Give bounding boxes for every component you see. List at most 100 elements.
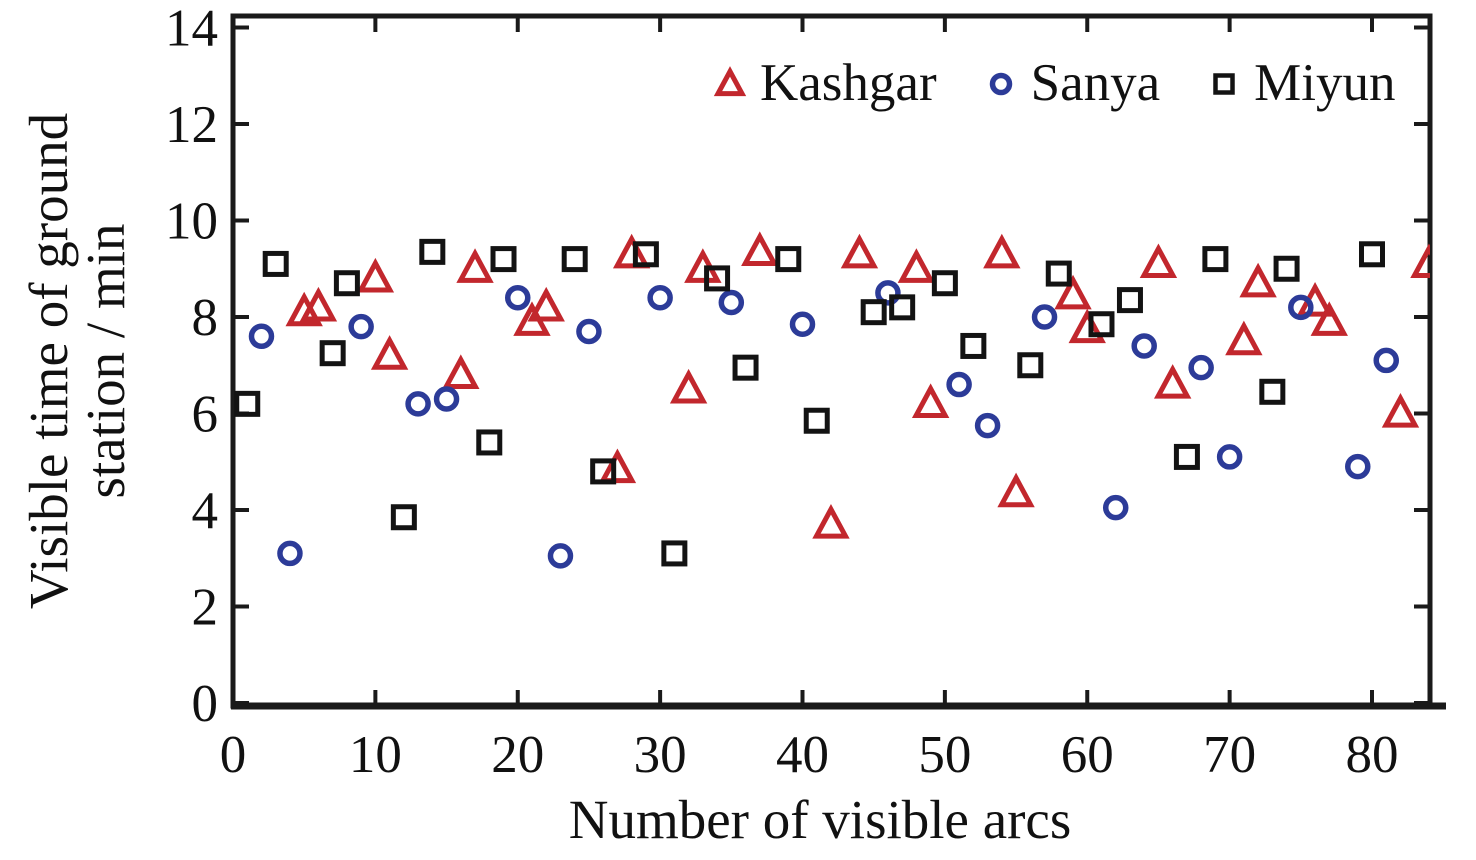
kashgar-marker	[741, 231, 779, 266]
kashgar-triangle-icon	[713, 66, 747, 97]
sanya-marker	[647, 284, 673, 311]
miyun-marker	[1259, 378, 1286, 405]
kashgar-marker	[1139, 243, 1178, 279]
kashgar-marker	[1068, 308, 1106, 344]
legend-item-sanya: Sanya	[983, 52, 1161, 114]
miyun-marker	[704, 265, 731, 292]
x-tick-label: 60	[1061, 726, 1114, 784]
miyun-marker	[803, 407, 830, 434]
sanya-marker	[1373, 347, 1399, 374]
kashgar-marker	[1410, 243, 1430, 279]
kashgar-marker	[669, 368, 708, 404]
series-kashgar	[285, 231, 1430, 539]
series-sanya	[248, 280, 1399, 569]
kashgar-marker	[612, 233, 651, 269]
x-tick-label: 80	[1346, 726, 1399, 784]
sanya-marker	[576, 318, 602, 345]
sanya-marker	[348, 313, 374, 340]
y-tick-label: 0	[192, 675, 219, 733]
miyun-marker	[561, 246, 588, 273]
y-tick-label: 6	[192, 386, 219, 444]
miyun-marker	[960, 332, 987, 359]
kashgar-marker	[1239, 262, 1277, 298]
y-tick-label: 12	[165, 96, 218, 154]
miyun-square-icon	[1213, 73, 1235, 95]
sanya-marker	[789, 311, 816, 337]
data-points	[234, 231, 1430, 569]
miyun-marker	[889, 294, 916, 321]
y-axis-title-line1: Visible time of ground	[18, 112, 79, 610]
y-axis-title: Visible time of ground station / min	[18, 16, 136, 706]
chart-legend: Kashgar Sanya Miyun	[712, 52, 1396, 114]
miyun-marker	[1173, 443, 1200, 470]
sanya-marker	[547, 543, 574, 569]
sanya-marker	[1288, 294, 1314, 321]
miyun-marker	[1088, 311, 1115, 338]
miyun-marker	[1017, 352, 1044, 379]
y-axis-title-line2: station / min	[75, 223, 136, 499]
sanya-marker	[1216, 444, 1243, 470]
miyun-marker	[1273, 255, 1300, 282]
x-axis-title: Number of visible arcs	[568, 789, 1072, 850]
miyun-marker	[632, 241, 659, 268]
kashgar-marker	[1225, 320, 1263, 356]
y-tick-label: 4	[192, 482, 219, 540]
legend-item-miyun: Miyun	[1206, 52, 1396, 114]
legend-item-kashgar: Kashgar	[712, 52, 937, 114]
sanya-marker	[974, 412, 1001, 439]
sanya-marker	[277, 540, 303, 567]
sanya-marker	[875, 280, 901, 306]
miyun-marker	[262, 250, 289, 277]
kashgar-marker	[356, 257, 395, 293]
kashgar-marker	[897, 248, 936, 283]
kashgar-marker	[1153, 364, 1192, 399]
miyun-marker	[234, 390, 261, 417]
kashgar-marker	[456, 248, 494, 283]
kashgar-marker	[299, 286, 338, 322]
kashgar-marker	[840, 233, 879, 269]
miyun-marker	[661, 540, 688, 567]
miyun-marker	[333, 270, 360, 297]
miyun-marker	[1045, 260, 1072, 287]
sanya-circle-icon	[989, 72, 1012, 96]
sanya-marker	[433, 386, 460, 412]
x-tick-label: 20	[491, 726, 544, 784]
miyun-marker	[319, 340, 346, 367]
sanya-marker	[946, 371, 972, 398]
kashgar-marker	[527, 286, 565, 322]
kashgar-marker	[442, 354, 480, 389]
kashgar-marker	[1381, 393, 1420, 428]
kashgar-marker	[370, 335, 409, 370]
miyun-marker	[860, 299, 887, 326]
kashgar-marker	[983, 233, 1021, 269]
x-tick-label: 30	[634, 726, 687, 784]
x-tick-label: 50	[918, 726, 971, 784]
miyun-marker	[390, 504, 417, 531]
y-tick-label: 14	[165, 0, 218, 58]
miyun-marker	[931, 270, 958, 297]
plot-frame	[230, 13, 1433, 709]
miyun-marker	[490, 246, 517, 273]
y-tick-label: 8	[192, 289, 219, 347]
sanya-marker	[1131, 333, 1157, 359]
x-tick-label: 70	[1203, 726, 1256, 784]
kashgar-marker	[911, 383, 950, 418]
x-tick-label: 40	[776, 726, 829, 784]
miyun-marker	[732, 354, 759, 381]
miyun-marker	[590, 458, 617, 485]
sanya-marker	[1102, 494, 1129, 521]
miyun-marker	[1359, 241, 1385, 268]
sanya-marker	[248, 323, 275, 350]
miyun-marker	[1202, 246, 1229, 273]
legend-label-sanya: Sanya	[1030, 54, 1161, 112]
sanya-marker	[1345, 453, 1371, 480]
legend-label-miyun: Miyun	[1254, 54, 1396, 112]
kashgar-marker	[285, 291, 323, 327]
sanya-marker	[405, 391, 431, 417]
legend-label-kashgar: Kashgar	[760, 54, 937, 112]
sanya-marker	[1188, 354, 1214, 381]
sanya-marker	[718, 289, 745, 316]
y-tick-label: 10	[165, 193, 218, 251]
miyun-marker	[775, 246, 802, 273]
y-tick-label: 2	[192, 579, 219, 637]
